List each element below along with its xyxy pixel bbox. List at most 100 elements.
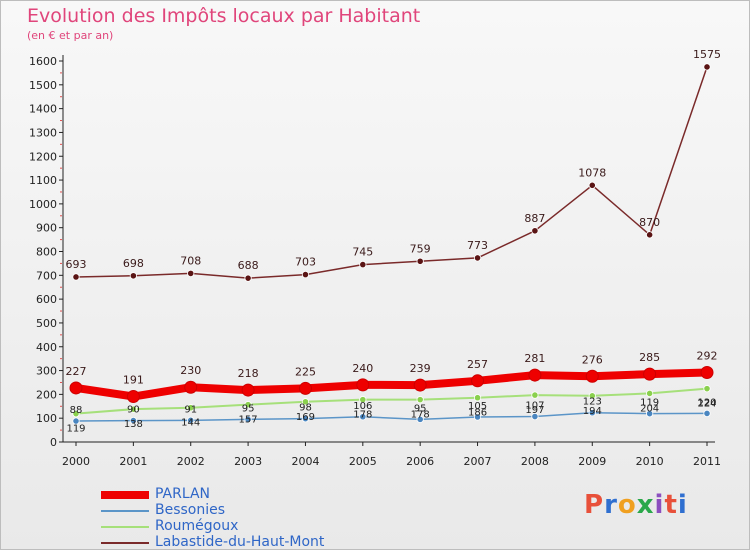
chart-subtitle: (en € et par an) [27, 29, 114, 42]
y-tick-label: 200 [36, 388, 57, 401]
data-point [301, 270, 310, 279]
data-point [588, 392, 596, 400]
data-label: 708 [180, 254, 201, 267]
y-tick-label: 0 [50, 436, 57, 449]
y-tick-label: 400 [36, 341, 57, 354]
data-label: 106 [353, 401, 372, 412]
logo-letter: P [584, 490, 605, 520]
data-label: 157 [239, 415, 258, 426]
data-point [703, 409, 711, 418]
data-point [703, 63, 711, 71]
data-label: 169 [296, 412, 315, 423]
data-label: 693 [66, 258, 87, 271]
data-label: 870 [639, 216, 660, 229]
y-tick-label: 1000 [29, 198, 57, 211]
data-label: 178 [353, 410, 372, 421]
data-point [298, 381, 312, 395]
data-label: 178 [411, 410, 430, 421]
y-tick-label: 600 [36, 293, 57, 306]
data-point [356, 378, 370, 392]
data-label: 98 [299, 403, 312, 414]
legend-swatch [101, 491, 149, 499]
data-point [126, 390, 140, 404]
x-tick-label: 2008 [521, 455, 549, 468]
data-point [588, 181, 596, 189]
data-label: 1575 [693, 48, 721, 61]
x-tick-label: 2001 [119, 455, 147, 468]
legend-label: Labastide-du-Haut-Mont [155, 534, 325, 550]
legend-item: Labastide-du-Haut-Mont [101, 534, 401, 551]
data-label: 218 [238, 367, 259, 380]
data-point [69, 381, 83, 395]
data-point [301, 415, 310, 423]
legend-label: Bessonies [155, 502, 226, 518]
data-point [585, 369, 599, 383]
data-label: 227 [66, 365, 87, 378]
y-tick-label: 300 [36, 365, 57, 378]
data-point [72, 410, 80, 418]
data-label: 105 [468, 401, 487, 412]
x-tick-label: 2010 [636, 455, 664, 468]
y-tick-label: 1300 [29, 126, 57, 139]
logo-letter: i [677, 490, 688, 520]
data-label: 745 [352, 246, 373, 259]
data-point [473, 254, 482, 262]
legend-label: Roumégoux [155, 518, 239, 534]
data-label: 119 [66, 424, 85, 435]
legend-label: PARLAN [155, 486, 211, 502]
data-label: 887 [524, 212, 545, 225]
data-point [588, 409, 596, 417]
data-point [643, 367, 657, 381]
data-point [187, 404, 195, 412]
data-label: 120 [697, 397, 716, 408]
x-tick-label: 2006 [406, 455, 434, 468]
data-label: 230 [180, 364, 201, 377]
logo-letter: t [664, 490, 678, 520]
legend: PARLAN Bessonies Roumégoux Labastide-du-Hau… [101, 486, 401, 551]
data-point [129, 272, 137, 280]
data-point [359, 396, 367, 404]
x-tick-label: 2009 [578, 455, 606, 468]
x-tick-label: 2011 [693, 455, 721, 468]
logo-letter: i [654, 490, 665, 520]
proxiti-logo: Proxiti [584, 490, 688, 520]
series-line [75, 66, 708, 279]
data-point [531, 412, 539, 421]
data-label: 281 [524, 352, 545, 365]
data-point [416, 396, 424, 404]
data-point [359, 260, 367, 269]
legend-item: Roumégoux [101, 518, 401, 535]
data-point [531, 227, 539, 235]
data-label: 186 [468, 408, 487, 419]
data-label: 698 [123, 257, 144, 270]
x-tick-label: 2007 [464, 455, 492, 468]
data-point [301, 398, 310, 406]
y-tick-label: 800 [36, 246, 57, 259]
data-point [528, 368, 542, 382]
x-tick-label: 2003 [234, 455, 262, 468]
series-line [72, 368, 711, 401]
data-label: 138 [124, 419, 143, 430]
data-point [413, 378, 427, 392]
data-label: 91 [184, 404, 197, 415]
data-label: 688 [238, 259, 259, 272]
data-point [703, 385, 711, 393]
data-label: 285 [639, 351, 660, 364]
data-label: 257 [467, 358, 488, 371]
data-point [244, 401, 252, 409]
data-label: 759 [410, 242, 431, 255]
series-line [75, 411, 708, 422]
legend-swatch [101, 542, 149, 544]
data-point [72, 417, 80, 425]
data-point [359, 413, 367, 421]
data-point [241, 383, 255, 397]
data-label: 119 [640, 398, 659, 409]
y-tick-label: 500 [36, 317, 57, 330]
data-label: 191 [123, 374, 144, 387]
data-label: 239 [410, 362, 431, 375]
data-label: 90 [127, 405, 140, 416]
data-label: 107 [525, 401, 544, 412]
data-point [471, 374, 485, 388]
